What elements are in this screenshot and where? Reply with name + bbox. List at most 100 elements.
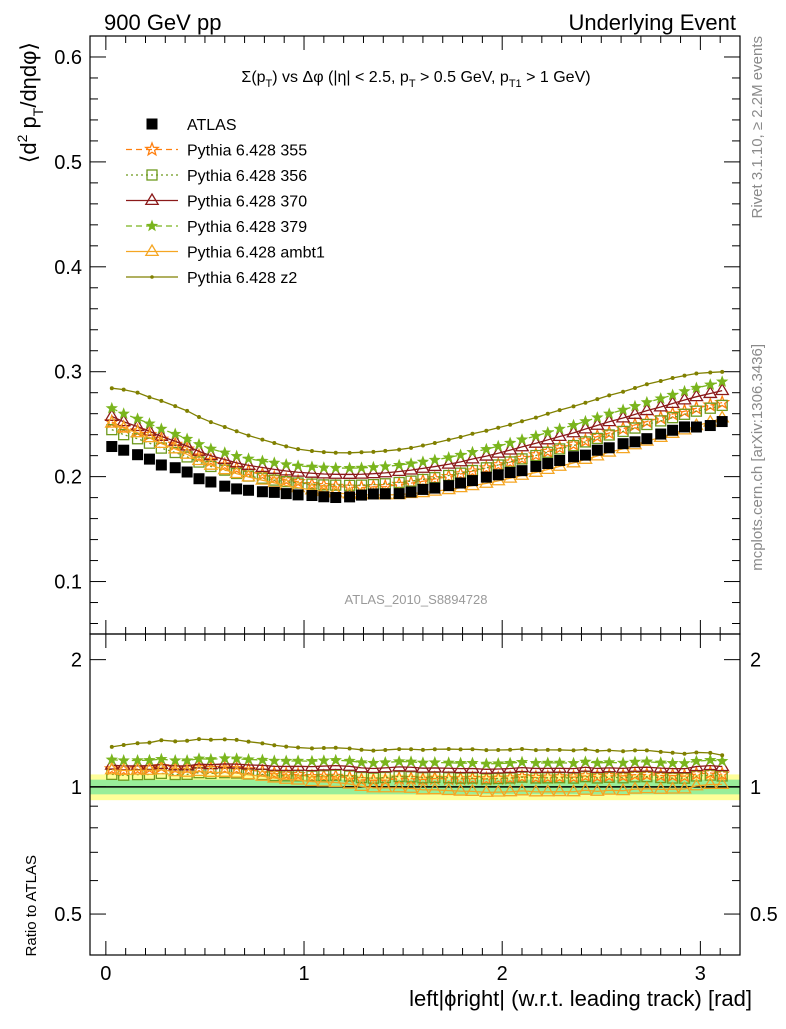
data-point-marker: [627, 406, 643, 419]
data-point-marker: [409, 747, 414, 752]
y-tick-label: 0.4: [54, 257, 82, 279]
data-point-marker: [392, 458, 406, 471]
data-point-marker: [343, 479, 356, 491]
data-point-marker: [446, 437, 451, 442]
data-point-marker: [318, 479, 330, 491]
legend-entry: Pythia 6.428 379: [126, 219, 307, 236]
data-point-marker: [716, 416, 728, 428]
data-point-marker: [442, 756, 455, 769]
data-point-marker: [603, 407, 616, 420]
data-point-marker: [130, 762, 145, 775]
data-point-marker: [502, 442, 518, 455]
data-point-marker: [443, 480, 455, 492]
data-point-marker: [333, 745, 338, 750]
data-point-marker: [479, 448, 494, 461]
data-point-marker: [132, 449, 144, 461]
data-point-marker: [677, 781, 692, 794]
data-point-marker: [359, 747, 364, 752]
data-point-marker: [229, 765, 244, 778]
data-point-marker: [266, 770, 282, 783]
data-point-marker: [260, 741, 265, 746]
data-point-marker: [484, 748, 489, 753]
data-point-marker: [316, 774, 332, 787]
data-point-marker: [292, 489, 304, 501]
data-point-marker: [446, 747, 451, 752]
ratio-y-tick-label-right: 0.5: [750, 904, 778, 926]
data-point-marker: [256, 454, 269, 467]
data-point-marker: [677, 392, 692, 405]
data-point-marker: [405, 486, 417, 498]
data-point-marker: [144, 243, 160, 257]
data-point-marker: [557, 747, 562, 752]
data-point-marker: [290, 464, 306, 477]
data-point-marker: [480, 757, 493, 770]
data-point-marker: [639, 780, 655, 794]
data-point-marker: [266, 475, 282, 488]
data-point-marker: [458, 434, 463, 439]
data-point-marker: [240, 761, 257, 777]
data-point-marker: [552, 783, 567, 797]
data-point-marker: [554, 443, 566, 455]
data-point-marker: [191, 763, 207, 777]
data-point-marker: [533, 415, 538, 420]
data-point-marker: [321, 450, 326, 455]
data-point-marker: [658, 749, 663, 754]
data-point-marker: [567, 418, 580, 431]
data-point-marker: [621, 389, 626, 394]
header-left: 900 GeV pp: [104, 10, 221, 35]
data-point-marker: [321, 746, 326, 751]
ratio-y-tick-label: 1: [71, 777, 82, 799]
legend-label: Pythia 6.428 ambt1: [187, 245, 325, 262]
x-tick-label: 0: [100, 963, 111, 985]
legend-entry: ATLAS: [146, 117, 237, 134]
ratio-y-tick-label-right: 2: [750, 650, 761, 672]
data-point-marker: [371, 449, 376, 454]
data-point-marker: [354, 778, 369, 791]
data-point-marker: [106, 423, 118, 436]
data-point-marker: [666, 412, 679, 424]
data-point-marker: [601, 413, 617, 427]
legend-entry: Pythia 6.428 370: [126, 192, 307, 211]
data-point-marker: [105, 401, 118, 414]
data-point-marker: [583, 747, 588, 752]
data-point-marker: [146, 169, 158, 181]
data-point-marker: [490, 445, 506, 458]
data-point-marker: [540, 432, 556, 445]
data-point-marker: [591, 432, 603, 445]
header-right: Underlying Event: [568, 10, 736, 35]
data-point-marker: [666, 388, 679, 401]
data-point-marker: [528, 784, 544, 797]
data-point-marker: [296, 447, 301, 452]
data-point-marker: [304, 773, 320, 787]
data-point-marker: [670, 376, 675, 381]
data-point-marker: [458, 747, 463, 752]
data-point-marker: [296, 745, 301, 750]
data-point-marker: [553, 756, 566, 769]
data-point-marker: [355, 461, 368, 474]
data-point-marker: [147, 395, 152, 400]
data-point-marker: [131, 433, 144, 445]
data-point-marker: [441, 782, 457, 796]
data-point-marker: [204, 752, 218, 765]
data-point-marker: [393, 488, 405, 500]
data-point-marker: [280, 754, 293, 767]
data-point-marker: [529, 429, 543, 442]
data-point-marker: [217, 462, 233, 475]
data-point-marker: [454, 756, 467, 769]
data-point-marker: [694, 371, 699, 376]
series-line: [111, 389, 723, 476]
data-point-marker: [379, 488, 391, 500]
data-point-marker: [230, 449, 243, 462]
data-point-marker: [241, 767, 256, 780]
data-point-marker: [690, 754, 703, 767]
data-point-marker: [142, 423, 157, 436]
x-tick-label: 3: [695, 963, 706, 985]
data-point-marker: [465, 451, 480, 464]
data-point-marker: [379, 755, 392, 768]
main-series-pythia-6-428-370: [104, 382, 730, 479]
data-point-marker: [702, 776, 718, 790]
data-point-marker: [316, 466, 332, 479]
data-point-marker: [280, 457, 293, 470]
data-point-marker: [366, 465, 381, 479]
